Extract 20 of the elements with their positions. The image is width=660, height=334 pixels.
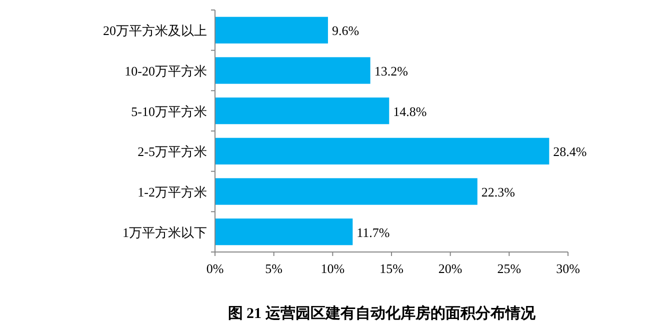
x-tick-label: 0% — [206, 261, 224, 276]
x-tick-label: 5% — [265, 261, 283, 276]
y-tick-label: 1万平方米以下 — [122, 224, 207, 240]
text: 图 21 运营园区建有自动化库房的面积分布情况 — [228, 304, 536, 322]
y-tick-label: 10-20万平方米 — [124, 64, 207, 78]
x-tick-label: 10% — [320, 261, 345, 276]
data-label: 28.4% — [553, 144, 587, 160]
data-label: 11.7% — [356, 224, 390, 240]
y-tick-label: 20万平方米及以上 — [103, 23, 207, 38]
y-tick-label: 1-2万平方米 — [138, 184, 207, 200]
x-tick-label: 25% — [497, 261, 522, 276]
x-tick-label: 30% — [556, 261, 580, 276]
y-tick-label: 2-5万平方米 — [138, 144, 207, 160]
x-tick-label: 15% — [380, 261, 404, 276]
data-label: 9.6% — [332, 23, 360, 38]
x-tick-label: 20% — [438, 261, 462, 276]
y-tick-label: 5-10万平方米 — [131, 104, 207, 119]
data-label: 22.3% — [481, 184, 516, 200]
data-label: 14.8% — [393, 104, 427, 119]
data-label: 13.2% — [374, 64, 408, 78]
